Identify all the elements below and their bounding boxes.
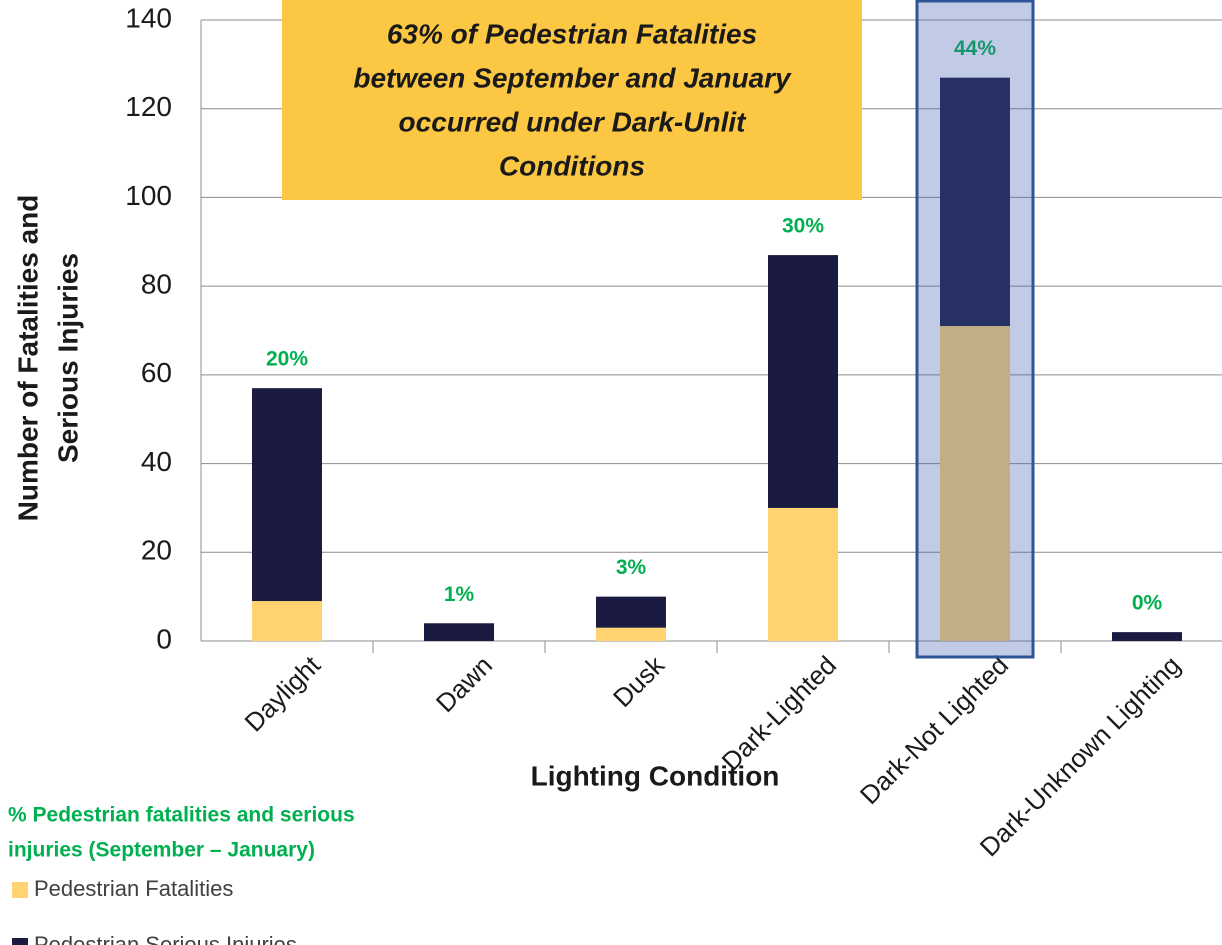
annotation-text: 63% of Pedestrian Fatalities	[387, 18, 757, 49]
x-tick-label: Daylight	[238, 649, 326, 737]
annotation-text: Conditions	[499, 150, 645, 181]
bar-segment	[768, 507, 838, 641]
y-tick-label: 60	[141, 357, 172, 388]
share-label: 20%	[266, 348, 308, 371]
x-tick-label: Dusk	[607, 649, 671, 713]
share-label: 1%	[444, 583, 475, 606]
x-tick-label: Dark-Unknown Lighting	[974, 650, 1186, 862]
y-tick-label: 40	[141, 446, 172, 477]
y-tick-label: 80	[141, 269, 172, 300]
share-label: 30%	[782, 215, 824, 238]
x-tick-label: Dawn	[430, 650, 498, 718]
legend-title: % Pedestrian fatalities and serious	[8, 804, 355, 827]
bar-segment	[596, 596, 666, 628]
share-label: 44%	[954, 37, 996, 60]
legend-label: Pedestrian Fatalities	[34, 876, 233, 901]
bar-segment	[768, 255, 838, 508]
bar-segment	[1112, 632, 1182, 641]
legend-title: injuries (September – January)	[8, 839, 315, 862]
x-tick-label: Dark-Not Lighted	[854, 650, 1014, 810]
bar-segment	[940, 326, 1010, 641]
y-tick-label: 100	[125, 180, 172, 211]
y-tick-label: 20	[141, 535, 172, 566]
annotation-text: between September and January	[353, 62, 792, 93]
x-tick-label: Dark-Lighted	[716, 650, 842, 776]
annotation-text: occurred under Dark-Unlit	[399, 106, 748, 137]
y-axis-label: Serious Injuries	[52, 253, 83, 463]
legend-label: Pedestrian Serious Injuries	[34, 932, 297, 945]
y-tick-label: 120	[125, 91, 172, 122]
legend-swatch	[12, 938, 28, 945]
x-axis-label: Lighting Condition	[531, 760, 780, 791]
y-tick-label: 140	[125, 2, 172, 33]
highlight-box	[915, 0, 1035, 659]
bar-segment	[252, 601, 322, 641]
legend-swatch	[12, 882, 28, 898]
bar-segment	[424, 623, 494, 641]
bar-segment	[252, 388, 322, 602]
share-label: 0%	[1132, 592, 1163, 615]
y-axis-label: Number of Fatalities and	[12, 195, 43, 522]
bar-segment	[940, 77, 1010, 327]
y-tick-label: 0	[156, 623, 172, 654]
annotation-box	[282, 0, 862, 200]
bar-segment	[596, 627, 666, 641]
share-label: 3%	[616, 556, 647, 579]
